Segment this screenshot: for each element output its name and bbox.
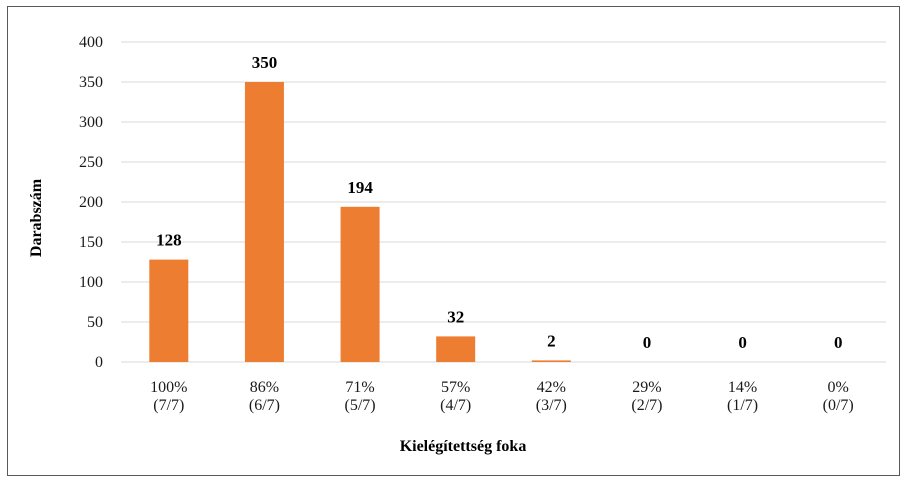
x-axis-title: Kielégítettség foka: [400, 438, 527, 455]
y-axis-ticks: 0 50 100 150 200 250 300 350 400: [79, 34, 103, 371]
data-label: 0: [834, 333, 843, 352]
x-tick-label: 71%: [345, 379, 374, 396]
gridlines: [121, 41, 886, 363]
y-tick-label: 300: [79, 114, 103, 131]
bars: [149, 82, 571, 362]
x-tick-label: 29%: [632, 379, 661, 396]
bar: [436, 336, 476, 362]
x-axis-categories: 100%(7/7) 86%(6/7) 71%(5/7) 57%(4/7) 42%(3/7…: [150, 379, 854, 414]
y-tick-label: 250: [79, 154, 103, 171]
chart-frame: 0 50 100 150 200 250 300 350 400 128 350 194 32 2 0 0 0…: [7, 6, 900, 476]
y-tick-label: 0: [95, 354, 103, 371]
data-labels: 128 350 194 32 2 0 0 0: [156, 53, 842, 352]
bar: [244, 82, 284, 362]
x-tick-label: (4/7): [440, 397, 471, 414]
y-tick-label: 350: [79, 74, 103, 91]
data-label: 0: [643, 333, 652, 352]
data-label: 194: [347, 178, 373, 197]
x-tick-label: 0%: [828, 379, 849, 396]
x-tick-label: (6/7): [249, 397, 280, 414]
bar: [531, 360, 571, 362]
x-tick-label: (3/7): [536, 397, 567, 414]
data-label: 0: [738, 333, 747, 352]
bar: [340, 206, 380, 362]
x-tick-label: (1/7): [727, 397, 758, 414]
x-tick-label: 86%: [250, 379, 279, 396]
y-tick-label: 150: [79, 234, 103, 251]
y-tick-label: 50: [87, 314, 103, 331]
y-tick-label: 200: [79, 194, 103, 211]
x-tick-label: (2/7): [631, 397, 662, 414]
y-tick-label: 400: [79, 34, 103, 51]
x-tick-label: (0/7): [823, 397, 854, 414]
x-tick-label: (7/7): [153, 397, 184, 414]
data-label: 2: [547, 331, 556, 350]
x-tick-label: 14%: [728, 379, 757, 396]
x-tick-label: (5/7): [345, 397, 376, 414]
data-label: 32: [447, 307, 464, 326]
bar: [149, 259, 189, 362]
y-tick-label: 100: [79, 274, 103, 291]
data-label: 350: [252, 53, 278, 72]
x-tick-label: 100%: [150, 379, 187, 396]
y-axis-title: Darabszám: [28, 178, 45, 257]
x-tick-label: 57%: [441, 379, 470, 396]
data-label: 128: [156, 231, 182, 250]
x-tick-label: 42%: [537, 379, 566, 396]
